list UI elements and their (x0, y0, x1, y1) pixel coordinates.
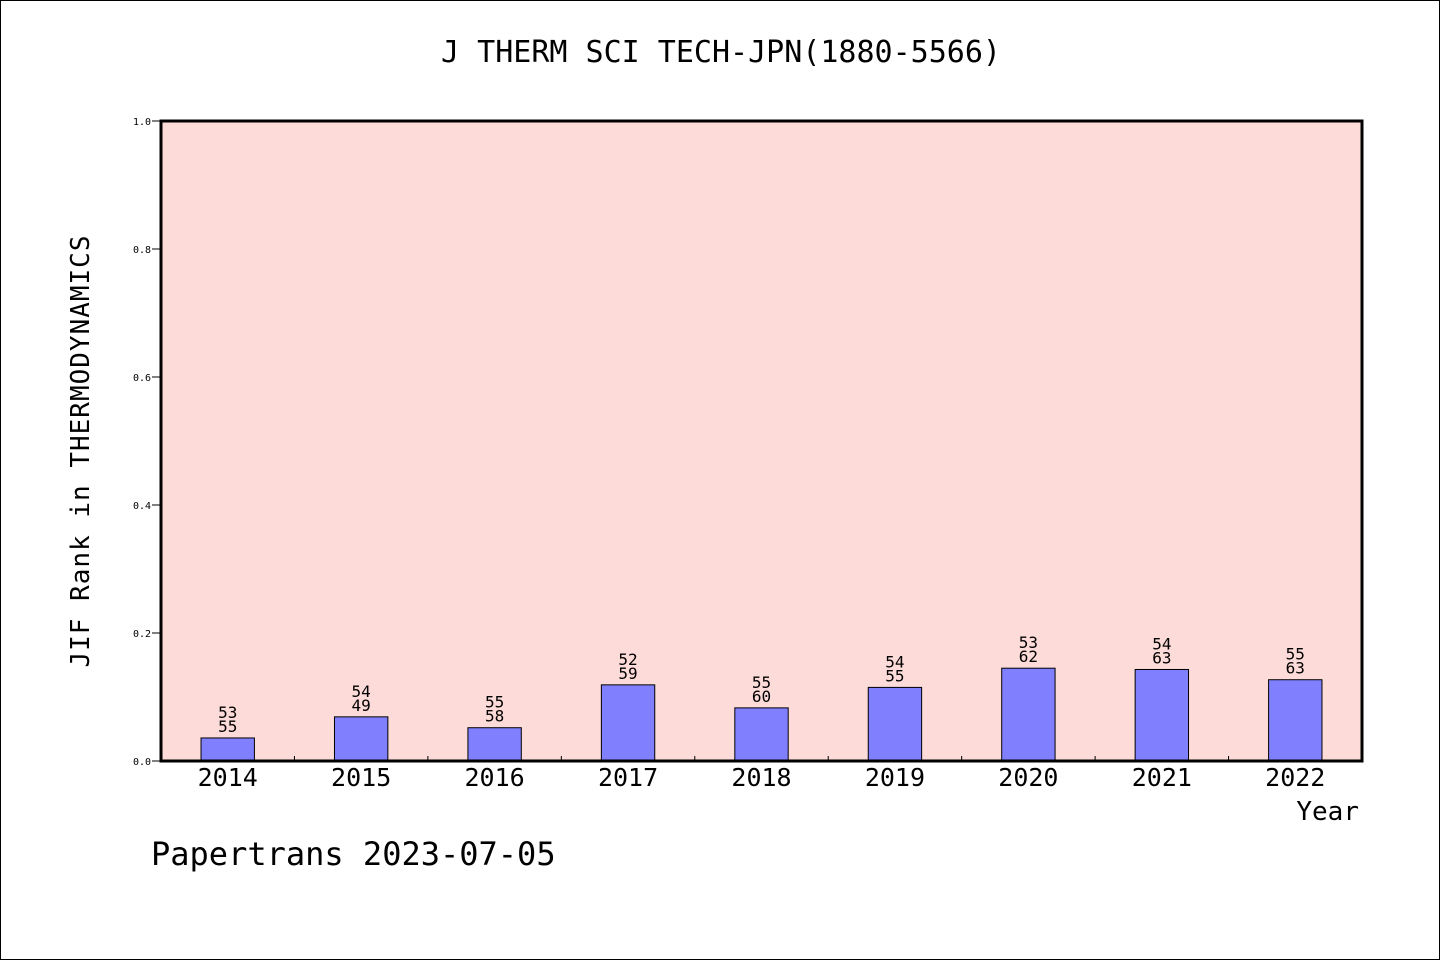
bar-rank-label: 53 (1019, 633, 1038, 652)
bar-rank-label: 54 (1152, 634, 1171, 653)
bar (200, 737, 255, 762)
bar-rank-label: 55 (1286, 645, 1305, 664)
y-tick-label: 0.6 (133, 373, 151, 384)
bar-rank-label: 54 (885, 652, 904, 671)
bar-total-label: 49 (352, 696, 371, 715)
bar-rank-label: 54 (352, 682, 371, 701)
y-tick-label: 0.8 (133, 245, 151, 256)
x-tick-label: 2022 (1265, 763, 1325, 792)
x-tick-label: 2015 (331, 763, 391, 792)
y-tick-label: 0.4 (133, 501, 151, 512)
x-tick-label: 2019 (865, 763, 925, 792)
bar-total-label: 63 (1286, 659, 1305, 678)
bar (333, 716, 389, 762)
bar-total-label: 55 (218, 717, 237, 736)
bar (1268, 679, 1323, 762)
x-tick-label: 2020 (998, 763, 1058, 792)
x-axis-label: Year (1296, 797, 1359, 827)
bar (1001, 667, 1056, 762)
bar-total-label: 55 (885, 666, 904, 685)
x-tick-label: 2021 (1132, 763, 1192, 792)
bar-total-label: 60 (752, 687, 771, 706)
bar (1134, 668, 1190, 762)
bar (467, 727, 522, 762)
footer-credit: Papertrans 2023-07-05 (151, 835, 556, 873)
bar-rank-label: 52 (618, 650, 637, 669)
y-tick-label: 0.0 (133, 757, 151, 768)
bar-rank-label: 55 (485, 693, 504, 712)
y-tick-label: 1.0 (133, 117, 151, 128)
plot-area (161, 121, 1362, 761)
bar-total-label: 62 (1019, 647, 1038, 666)
chart-title: J THERM SCI TECH-JPN(1880-5566) (441, 35, 1001, 70)
x-tick-label: 2016 (465, 763, 525, 792)
bar-rank-label: 53 (218, 703, 237, 722)
plot-border (159, 119, 1364, 763)
bar-rank-label: 55 (752, 673, 771, 692)
x-tick-label: 2014 (198, 763, 258, 792)
bar-total-label: 59 (618, 664, 637, 683)
bar (867, 686, 923, 762)
x-tick-label: 2018 (731, 763, 791, 792)
bar-total-label: 63 (1152, 648, 1171, 667)
y-tick-label: 0.2 (133, 629, 151, 640)
x-tick-label: 2017 (598, 763, 658, 792)
bar-total-label: 58 (485, 707, 504, 726)
bar (600, 684, 656, 762)
bar (734, 707, 789, 762)
